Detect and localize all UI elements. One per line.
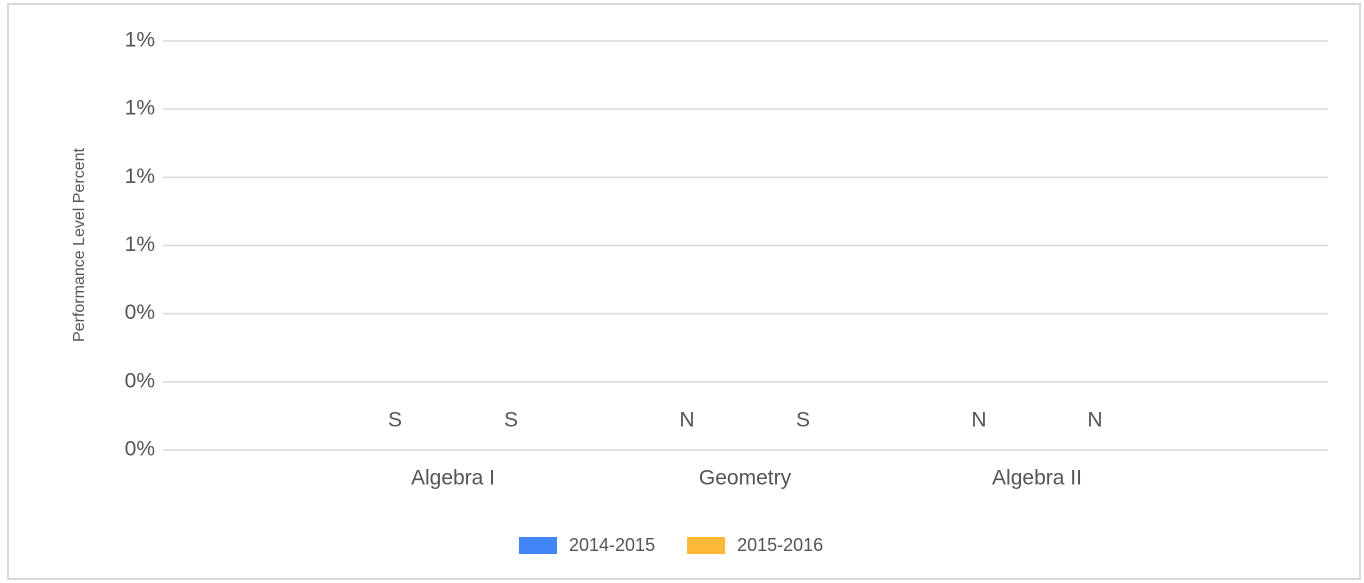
data-label: S (388, 409, 402, 432)
y-axis-title: Performance Level Percent (71, 148, 88, 342)
legend-label: 2015-2016 (737, 535, 823, 555)
data-label: N (971, 409, 986, 432)
data-label: S (504, 409, 518, 432)
y-tick-label: 0% (125, 438, 155, 461)
y-tick-label: 1% (125, 165, 155, 188)
data-label: N (1087, 409, 1102, 432)
y-tick-label: 1% (125, 233, 155, 256)
x-tick-label: Algebra I (411, 467, 495, 490)
legend-swatch (687, 537, 726, 554)
y-tick-label: 0% (125, 369, 155, 392)
x-tick-label: Algebra II (992, 467, 1082, 490)
legend-label: 2014-2015 (569, 535, 655, 555)
y-tick-label: 1% (125, 29, 155, 52)
y-tick-label: 1% (125, 97, 155, 120)
legend-swatch (519, 537, 557, 554)
data-label: N (679, 409, 694, 432)
chart-frame (7, 3, 1361, 580)
data-label: S (796, 409, 810, 432)
y-tick-label: 0% (125, 301, 155, 324)
x-tick-label: Geometry (699, 467, 792, 490)
